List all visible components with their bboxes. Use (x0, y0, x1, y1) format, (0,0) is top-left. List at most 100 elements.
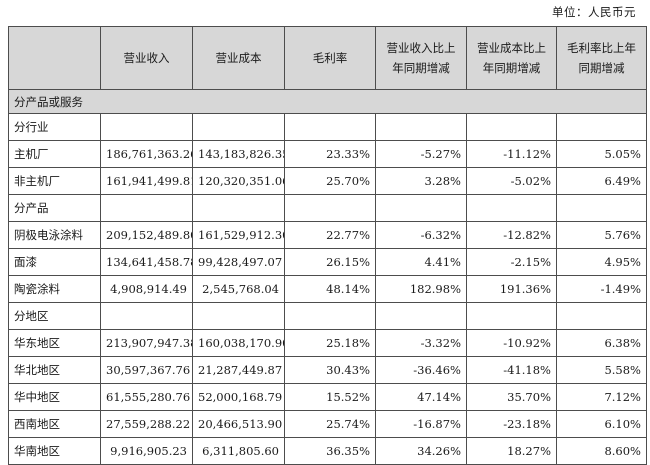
cell-revenue: 30,597,367.76 (100, 356, 193, 384)
cell-cost-yoy: 191.36% (466, 275, 557, 303)
empty-cell (192, 113, 285, 141)
row-label: 华北地区 (8, 356, 101, 384)
section-title: 分产品或服务 (8, 89, 647, 114)
empty-cell (284, 302, 376, 330)
cell-revenue-yoy: -16.87% (375, 410, 467, 438)
cell-cost-yoy: -2.15% (466, 248, 557, 276)
table-row: 主机厂 186,761,363.26 143,183,826.35 23.33% -5.… (8, 140, 647, 168)
empty-cell (375, 194, 467, 222)
cell-revenue: 161,941,499.81 (100, 167, 193, 195)
empty-cell (466, 302, 557, 330)
cell-margin-yoy: 5.05% (556, 140, 647, 168)
cell-gross-margin: 25.70% (284, 167, 376, 195)
cell-revenue: 4,908,914.49 (100, 275, 193, 303)
table-row: 华南地区 9,916,905.23 6,311,805.60 36.35% 34.26%… (8, 437, 647, 465)
financial-table: 营业收入 营业成本 毛利率 营业收入比上年同期增减 营业成本比上年同期增减 毛利… (8, 26, 647, 465)
row-label: 华中地区 (8, 383, 101, 411)
cell-revenue-yoy: 34.26% (375, 437, 467, 465)
cell-margin-yoy: 4.95% (556, 248, 647, 276)
header-row: 营业收入 营业成本 毛利率 营业收入比上年同期增减 营业成本比上年同期增减 毛利… (8, 26, 647, 90)
empty-cell (284, 194, 376, 222)
table-row: 华东地区 213,907,947.38 160,038,170.90 25.18% -3… (8, 329, 647, 357)
cell-gross-margin: 25.18% (284, 329, 376, 357)
cell-gross-margin: 23.33% (284, 140, 376, 168)
cell-revenue: 27,559,288.22 (100, 410, 193, 438)
cell-margin-yoy: 7.12% (556, 383, 647, 411)
cell-margin-yoy: 6.49% (556, 167, 647, 195)
cell-revenue: 134,641,458.78 (100, 248, 193, 276)
cell-cost: 6,311,805.60 (192, 437, 285, 465)
row-label: 非主机厂 (8, 167, 101, 195)
row-label: 西南地区 (8, 410, 101, 438)
cell-revenue-yoy: 182.98% (375, 275, 467, 303)
header-gross-margin: 毛利率 (284, 26, 376, 90)
header-blank (8, 26, 101, 90)
table-row: 非主机厂 161,941,499.81 120,320,351.06 25.70% 3.… (8, 167, 647, 195)
section-row: 分行业 (8, 113, 647, 141)
section-title: 分产品 (8, 194, 101, 222)
cell-cost: 52,000,168.79 (192, 383, 285, 411)
cell-cost: 120,320,351.06 (192, 167, 285, 195)
empty-cell (556, 113, 647, 141)
row-label: 华东地区 (8, 329, 101, 357)
table-row: 西南地区 27,559,288.22 20,466,513.90 25.74% -16.… (8, 410, 647, 438)
cell-revenue-yoy: -6.32% (375, 221, 467, 249)
cell-revenue: 9,916,905.23 (100, 437, 193, 465)
row-label: 陶瓷涂料 (8, 275, 101, 303)
cell-revenue-yoy: -36.46% (375, 356, 467, 384)
cell-revenue: 213,907,947.38 (100, 329, 193, 357)
cell-cost-yoy: -11.12% (466, 140, 557, 168)
cell-cost: 2,545,768.04 (192, 275, 285, 303)
cell-margin-yoy: 6.10% (556, 410, 647, 438)
cell-revenue-yoy: 3.28% (375, 167, 467, 195)
header-revenue: 营业收入 (100, 26, 193, 90)
unit-label: 单位：人民币元 (552, 5, 636, 19)
header-cost: 营业成本 (192, 26, 285, 90)
cell-revenue-yoy: 47.14% (375, 383, 467, 411)
cell-margin-yoy: 8.60% (556, 437, 647, 465)
cell-revenue: 209,152,489.80 (100, 221, 193, 249)
table-row: 华北地区 30,597,367.76 21,287,449.87 30.43% -36.… (8, 356, 647, 384)
cell-cost: 99,428,497.07 (192, 248, 285, 276)
cell-revenue-yoy: 4.41% (375, 248, 467, 276)
empty-cell (466, 194, 557, 222)
table-row: 阴极电泳涂料 209,152,489.80 161,529,912.30 22.77%… (8, 221, 647, 249)
cell-revenue: 61,555,280.76 (100, 383, 193, 411)
cell-margin-yoy: -1.49% (556, 275, 647, 303)
cell-gross-margin: 15.52% (284, 383, 376, 411)
cell-revenue: 186,761,363.26 (100, 140, 193, 168)
cell-gross-margin: 26.15% (284, 248, 376, 276)
cell-gross-margin: 25.74% (284, 410, 376, 438)
row-label: 主机厂 (8, 140, 101, 168)
cell-gross-margin: 22.77% (284, 221, 376, 249)
section-row: 分产品 (8, 194, 647, 222)
cell-cost-yoy: -5.02% (466, 167, 557, 195)
row-label: 面漆 (8, 248, 101, 276)
cell-gross-margin: 36.35% (284, 437, 376, 465)
cell-cost: 20,466,513.90 (192, 410, 285, 438)
row-label: 阴极电泳涂料 (8, 221, 101, 249)
empty-cell (192, 302, 285, 330)
cell-cost-yoy: -41.18% (466, 356, 557, 384)
empty-cell (284, 113, 376, 141)
table-row: 陶瓷涂料 4,908,914.49 2,545,768.04 48.14% 182.98… (8, 275, 647, 303)
cell-cost-yoy: -12.82% (466, 221, 557, 249)
empty-cell (466, 113, 557, 141)
section-row: 分地区 (8, 302, 647, 330)
row-label: 华南地区 (8, 437, 101, 465)
empty-cell (556, 194, 647, 222)
cell-cost: 21,287,449.87 (192, 356, 285, 384)
empty-cell (556, 302, 647, 330)
cell-margin-yoy: 5.58% (556, 356, 647, 384)
cell-cost: 143,183,826.35 (192, 140, 285, 168)
section-title: 分行业 (8, 113, 101, 141)
table-row: 华中地区 61,555,280.76 52,000,168.79 15.52% 47.1… (8, 383, 647, 411)
cell-cost-yoy: 18.27% (466, 437, 557, 465)
cell-cost: 161,529,912.30 (192, 221, 285, 249)
table-row: 面漆 134,641,458.78 99,428,497.07 26.15% 4.41%… (8, 248, 647, 276)
cell-cost-yoy: -23.18% (466, 410, 557, 438)
empty-cell (100, 194, 193, 222)
cell-gross-margin: 30.43% (284, 356, 376, 384)
empty-cell (192, 194, 285, 222)
cell-cost-yoy: 35.70% (466, 383, 557, 411)
